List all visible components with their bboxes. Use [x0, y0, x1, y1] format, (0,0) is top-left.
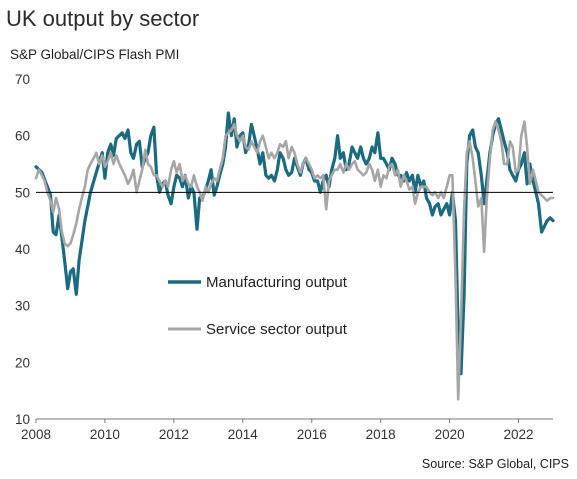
y-tick-label: 20	[15, 355, 30, 370]
y-tick-label: 70	[15, 72, 30, 87]
chart-title: UK output by sector	[6, 6, 200, 31]
y-axis-label: S&P Global/CIPS Flash PMI	[10, 47, 180, 62]
service-sector-output-line	[34, 120, 555, 401]
x-tick-label: 2014	[228, 427, 259, 442]
y-tick-label: 10	[15, 412, 30, 427]
y-tick-label: 60	[15, 129, 30, 144]
source-note: Source: S&P Global, CIPS	[421, 457, 569, 471]
x-tick-label: 2010	[90, 427, 120, 442]
legend-label-manufacturing: Manufacturing output	[206, 274, 348, 291]
legend-label-service: Service sector output	[206, 321, 348, 338]
y-tick-label: 30	[15, 299, 30, 314]
x-tick-label: 2022	[504, 427, 534, 442]
y-tick-label: 50	[15, 185, 30, 200]
y-tick-label: 40	[15, 242, 30, 257]
x-tick-label: 2020	[435, 427, 465, 442]
x-tick-label: 2016	[297, 427, 327, 442]
x-tick-label: 2012	[159, 427, 189, 442]
x-tick-label: 2018	[366, 427, 396, 442]
x-tick-label: 2008	[21, 427, 51, 442]
